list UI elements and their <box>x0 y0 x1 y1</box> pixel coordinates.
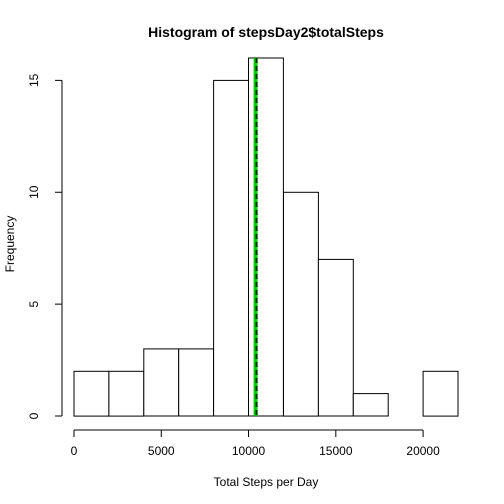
histogram-bar-1 <box>108 370 145 417</box>
y-axis: 0 5 10 15 <box>27 73 63 419</box>
bars-group <box>73 57 459 417</box>
x-tick-label-4: 20000 <box>406 444 440 458</box>
histogram-bar-3 <box>178 348 215 417</box>
histogram-bar-7 <box>317 258 354 417</box>
chart-title: Histogram of stepsDay2$totalSteps <box>148 24 384 40</box>
histogram-bar-4 <box>213 79 250 417</box>
x-axis-label: Total Steps per Day <box>214 475 319 489</box>
x-axis: 0 5000 10000 15000 20000 <box>71 429 440 458</box>
histogram-bar-10 <box>422 370 459 417</box>
x-tick-label-3: 15000 <box>319 444 353 458</box>
x-tick-label-0: 0 <box>71 444 78 458</box>
y-tick-label-2: 10 <box>27 185 41 199</box>
y-axis-label: Frequency <box>3 216 17 273</box>
x-tick-label-2: 10000 <box>232 444 266 458</box>
histogram-bar-0 <box>73 370 110 417</box>
x-tick-label-1: 5000 <box>148 444 175 458</box>
histogram-bar-2 <box>143 348 180 417</box>
y-tick-label-0: 0 <box>27 412 41 419</box>
y-tick-label-3: 15 <box>27 73 41 87</box>
reference-lines-group <box>253 58 259 416</box>
y-tick-label-1: 5 <box>27 300 41 307</box>
histogram-bar-6 <box>283 191 319 417</box>
histogram-bar-8 <box>352 393 389 417</box>
